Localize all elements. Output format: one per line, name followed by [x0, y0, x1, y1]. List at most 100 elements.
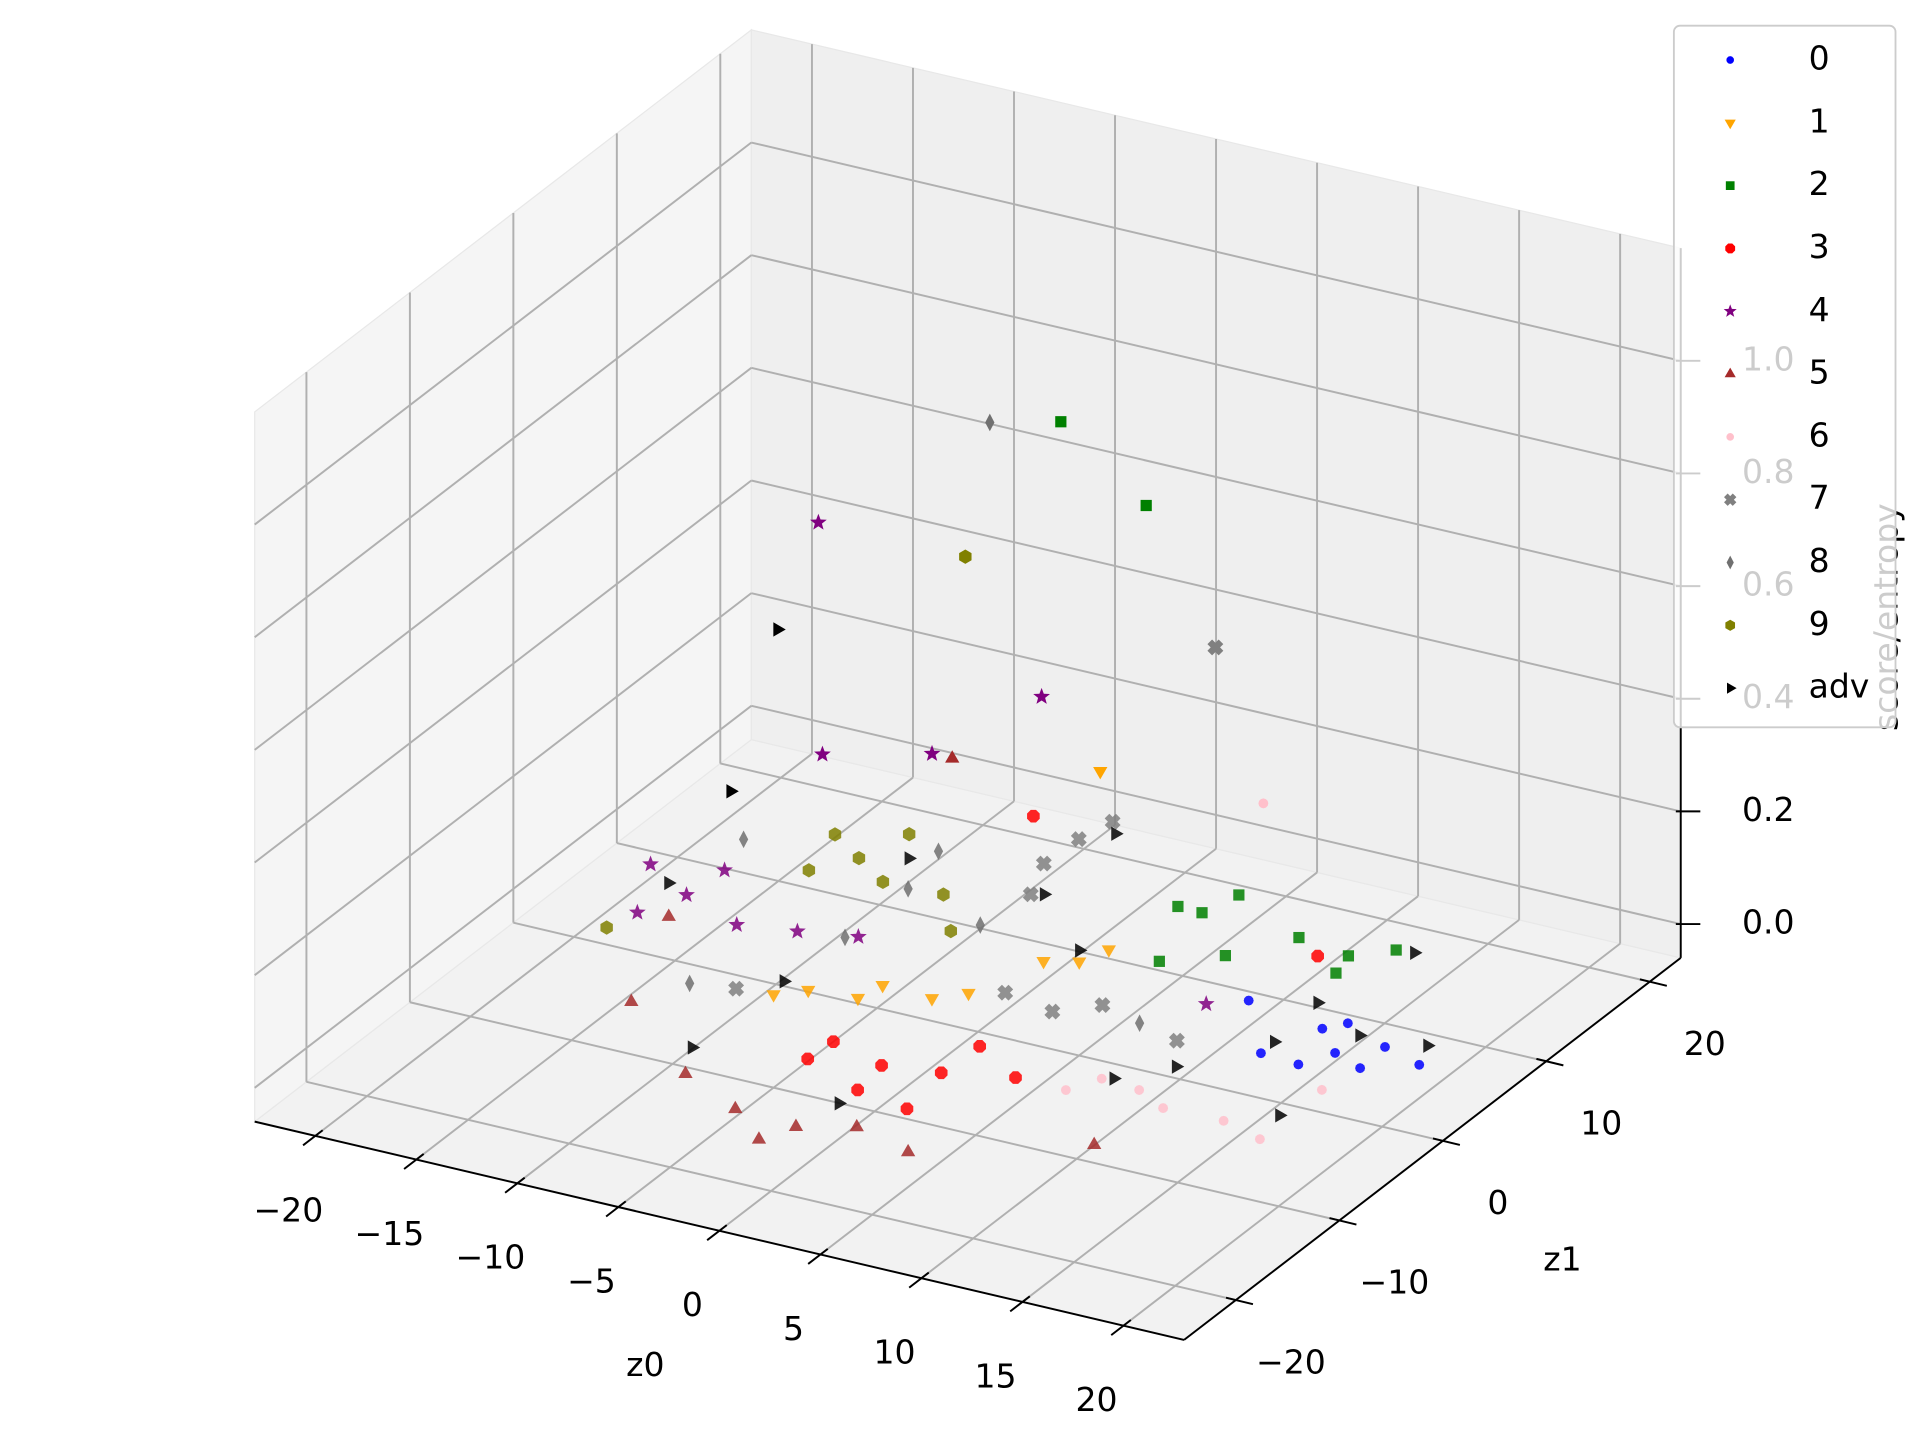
- y-axis-label: z1: [1543, 1240, 1581, 1279]
- data-point: [1219, 950, 1231, 962]
- grid-line: [254, 479, 752, 864]
- legend-box: [1672, 24, 1897, 729]
- x-axis-label: z0: [626, 1345, 664, 1384]
- y-tick-label: −10: [1360, 1263, 1430, 1302]
- data-point: [1316, 1084, 1327, 1095]
- data-point: [1158, 1103, 1169, 1114]
- grid-line: [306, 1080, 1237, 1302]
- data-point: [850, 993, 866, 1007]
- data-point: [687, 1040, 701, 1055]
- x-tick: [1110, 1319, 1132, 1336]
- x-tick-label: 10: [873, 1333, 915, 1372]
- y-tick: [1639, 978, 1668, 987]
- data-point: [849, 927, 867, 944]
- data-point: [788, 1118, 804, 1131]
- data-point: [851, 1083, 864, 1097]
- y-tick: [1225, 1296, 1254, 1306]
- data-point: [828, 827, 842, 842]
- data-point: [802, 863, 816, 878]
- x-tick: [302, 1129, 324, 1147]
- y-tick-label: −20: [1256, 1342, 1326, 1381]
- legend-label: 7: [1809, 478, 1830, 517]
- data-point: [810, 513, 827, 530]
- legend-marker: [1725, 619, 1736, 631]
- data-point: [1330, 1047, 1341, 1058]
- legend-label: 5: [1809, 353, 1830, 392]
- grid-line: [254, 367, 752, 751]
- data-point: [773, 622, 786, 637]
- y-tick: [1329, 1217, 1357, 1226]
- grid-line: [751, 479, 1681, 700]
- data-point: [1243, 995, 1254, 1006]
- data-point: [1355, 1063, 1366, 1074]
- grid-line: [254, 592, 752, 976]
- data-point: [973, 1040, 987, 1053]
- data-point: [716, 861, 733, 878]
- legend-marker: [1726, 555, 1734, 570]
- data-point: [801, 1052, 815, 1066]
- data-point: [766, 990, 781, 1003]
- legend-marker: [1724, 367, 1736, 378]
- data-point: [814, 745, 831, 762]
- data-point: [852, 850, 866, 866]
- y-tick: [1432, 1137, 1461, 1146]
- data-point: [1075, 943, 1088, 958]
- data-point: [1423, 1038, 1436, 1053]
- data-point: [1140, 499, 1152, 512]
- data-point: [1255, 1048, 1266, 1059]
- legend-label: 0: [1809, 39, 1830, 78]
- data-point: [600, 920, 613, 935]
- grid-line: [513, 921, 1443, 1142]
- data-point: [1254, 1134, 1265, 1145]
- grid-line: [1021, 919, 1520, 1303]
- x-tick-label: 20: [1075, 1380, 1117, 1419]
- legend-marker: [1725, 243, 1736, 254]
- x-tick-label: 0: [682, 1285, 703, 1324]
- legend-marker: [1726, 56, 1735, 64]
- data-point: [1330, 967, 1342, 979]
- legend-marker: [1723, 304, 1737, 317]
- data-point: [1196, 907, 1208, 919]
- grid-line: [254, 254, 752, 639]
- data-point: [900, 1102, 914, 1116]
- legend-label: 8: [1809, 541, 1830, 580]
- y-tick: [1536, 1057, 1564, 1067]
- data-point: [1111, 826, 1124, 841]
- data-point: [1380, 1042, 1390, 1052]
- x-tick: [908, 1271, 930, 1289]
- data-point: [642, 855, 659, 872]
- legend-marker: [1724, 119, 1736, 130]
- data-point: [1269, 1034, 1283, 1050]
- data-point: [1070, 831, 1087, 848]
- x-tick: [504, 1176, 526, 1194]
- grid-line: [1122, 942, 1621, 1327]
- grid-line: [920, 895, 1419, 1279]
- data-point: [779, 974, 793, 989]
- data-point: [1022, 886, 1039, 903]
- y-tick-label: 0: [1487, 1183, 1508, 1222]
- points: [600, 413, 1436, 1157]
- x-tick-label: 15: [974, 1356, 1016, 1395]
- data-point: [1101, 945, 1116, 958]
- y-axis-line: [1183, 957, 1682, 1341]
- data-point: [834, 1096, 848, 1111]
- data-point: [628, 903, 646, 920]
- data-point: [1233, 889, 1245, 901]
- data-point: [1093, 766, 1108, 780]
- x-tick-label: −15: [355, 1214, 425, 1253]
- grid: [254, 44, 1681, 1327]
- data-point: [1207, 639, 1224, 656]
- data-point: [1104, 813, 1121, 830]
- grid-line: [254, 141, 752, 526]
- data-point: [728, 916, 746, 932]
- legend-label: 4: [1809, 290, 1830, 329]
- data-point: [961, 988, 976, 1002]
- data-point: [923, 744, 941, 761]
- x-tick-label: −5: [567, 1261, 616, 1300]
- data-point: [661, 908, 676, 921]
- data-point: [1096, 1073, 1107, 1084]
- data-point: [1033, 687, 1050, 704]
- data-point: [945, 750, 960, 763]
